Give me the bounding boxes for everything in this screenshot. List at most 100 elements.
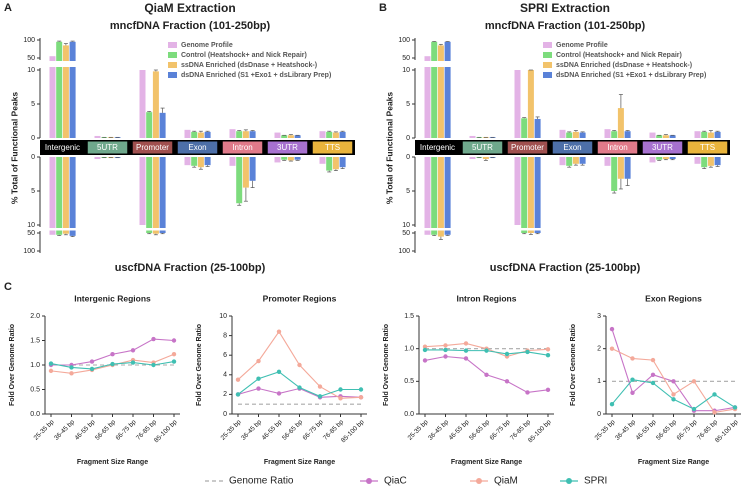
category-box bbox=[506, 140, 549, 155]
bar bbox=[604, 157, 611, 166]
y-tick-label: 2 bbox=[597, 346, 601, 353]
legend-label: Genome Profile bbox=[181, 42, 233, 49]
series-point bbox=[69, 371, 74, 376]
x-tick-label: 46-55 bp bbox=[261, 418, 284, 441]
bar bbox=[294, 157, 301, 160]
x-tick-label: 25-35 bp bbox=[407, 418, 430, 441]
chart-title: Intergenic Regions bbox=[74, 293, 151, 303]
legend-swatch bbox=[543, 52, 552, 58]
y-tick-label: 0.0 bbox=[404, 411, 414, 418]
bar bbox=[184, 129, 191, 138]
bar bbox=[514, 70, 521, 138]
series-point bbox=[171, 359, 177, 364]
bar bbox=[521, 157, 528, 233]
y-tick-label: 4 bbox=[223, 372, 227, 379]
bar bbox=[611, 131, 618, 138]
bar bbox=[184, 157, 191, 166]
series-point bbox=[422, 358, 428, 363]
legend-label: ssDNA Enriched (dsDnase + Heatshock-) bbox=[556, 62, 692, 69]
bar bbox=[444, 157, 451, 235]
bar bbox=[559, 157, 566, 166]
bar bbox=[146, 112, 153, 138]
series-point bbox=[69, 365, 74, 370]
legend-swatch bbox=[543, 62, 552, 68]
lower-title: uscfDNA Fraction (25-100bp) bbox=[115, 262, 266, 274]
bar bbox=[431, 41, 438, 138]
bar bbox=[152, 157, 159, 234]
legend-swatch bbox=[168, 42, 177, 48]
bar bbox=[617, 157, 624, 179]
bar bbox=[139, 157, 146, 225]
bar bbox=[332, 132, 339, 138]
bar bbox=[339, 131, 346, 138]
x-tick-label: 85-100 bp bbox=[714, 418, 740, 444]
series-point bbox=[151, 336, 156, 342]
y-tick-label: 0 bbox=[223, 411, 227, 418]
x-tick-label: 66-75 bp bbox=[115, 418, 138, 441]
category-label: Promoter bbox=[136, 143, 169, 152]
x-tick-label: 85-100 bp bbox=[153, 418, 179, 444]
category-box bbox=[416, 140, 459, 155]
series-point bbox=[297, 385, 302, 390]
category-label: 3UTR bbox=[277, 143, 298, 152]
series-point bbox=[422, 344, 428, 349]
bar bbox=[604, 129, 611, 138]
y-tick-label: 100 bbox=[23, 37, 35, 44]
series-point bbox=[443, 347, 448, 353]
bar bbox=[611, 157, 618, 191]
y-axis-label: % Total of Functional Peaks bbox=[9, 92, 19, 205]
bar bbox=[294, 135, 301, 138]
series-point bbox=[338, 387, 343, 392]
series-point bbox=[358, 387, 364, 392]
panel-title: SPRI Extraction bbox=[520, 1, 610, 15]
upper-title: mncfDNA Fraction (101-250bp) bbox=[110, 20, 271, 32]
y-tick-label: 0 bbox=[31, 135, 35, 142]
bar bbox=[662, 157, 669, 160]
x-tick-label: 25-35 bp bbox=[594, 418, 617, 441]
bar bbox=[617, 108, 624, 138]
y-tick-label: 100 bbox=[398, 248, 410, 255]
bar bbox=[56, 157, 63, 235]
x-tick-label: 36-45 bp bbox=[240, 418, 263, 441]
category-label: Promoter bbox=[511, 143, 544, 152]
series-point bbox=[609, 346, 615, 351]
category-box bbox=[41, 140, 84, 155]
bar bbox=[94, 135, 101, 138]
series-point bbox=[484, 372, 489, 377]
y-tick-label: 0.5 bbox=[404, 378, 414, 385]
bar bbox=[242, 157, 249, 188]
series-point bbox=[691, 379, 697, 384]
bar bbox=[669, 157, 676, 160]
series-point bbox=[609, 402, 615, 407]
series-point bbox=[235, 392, 241, 397]
legend-marker bbox=[566, 478, 572, 484]
series-point bbox=[691, 406, 697, 412]
panel-label: C bbox=[4, 281, 12, 293]
bar bbox=[236, 131, 243, 138]
bar bbox=[482, 157, 489, 160]
x-tick-label: 25-35 bp bbox=[33, 418, 56, 441]
bar bbox=[534, 157, 541, 233]
series-point bbox=[89, 359, 95, 364]
series-line bbox=[237, 371, 361, 397]
series-point bbox=[630, 356, 635, 361]
category-label: 5UTR bbox=[97, 143, 118, 152]
series-point bbox=[545, 387, 551, 393]
y-tick-label: 6 bbox=[223, 352, 227, 359]
y-axis-label: Fold Over Genome Ratio bbox=[383, 324, 390, 406]
legend-label: SPRI bbox=[584, 476, 607, 487]
y-tick-label: 1.5 bbox=[404, 313, 414, 320]
x-tick-label: 85-100 bp bbox=[527, 418, 553, 444]
series-point bbox=[671, 397, 676, 402]
series-point bbox=[545, 347, 551, 352]
category-label: TTS bbox=[700, 143, 715, 152]
series-point bbox=[630, 377, 635, 382]
category-box bbox=[596, 140, 639, 155]
bar bbox=[527, 70, 534, 138]
y-tick-label: 8 bbox=[223, 332, 227, 339]
y-tick-label: 10 bbox=[402, 67, 410, 74]
series-point bbox=[130, 348, 136, 353]
bar bbox=[49, 157, 56, 235]
series-point bbox=[504, 351, 510, 357]
bar bbox=[572, 157, 579, 164]
